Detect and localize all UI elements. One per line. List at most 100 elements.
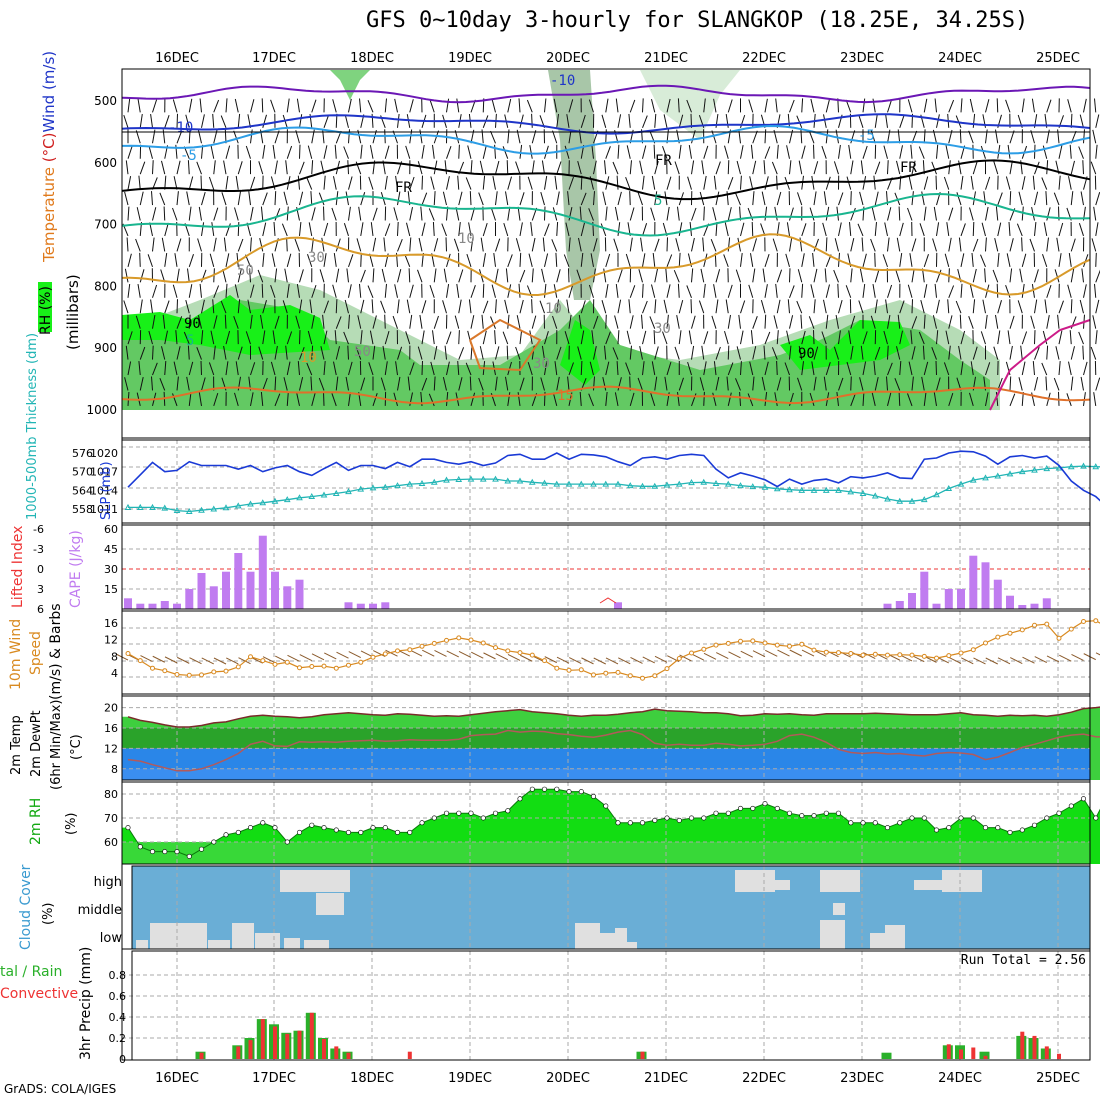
thickness-marker <box>871 492 879 499</box>
wind-barb <box>1044 299 1048 314</box>
rh-marker <box>774 805 780 811</box>
wind-barb <box>212 299 215 314</box>
wind-barb <box>519 377 525 391</box>
convective-precip-bar <box>285 1033 290 1059</box>
wind-barb <box>152 99 158 113</box>
cloud-block <box>304 940 329 949</box>
wind-barb <box>614 392 619 407</box>
thickness-marker <box>639 482 646 489</box>
wind-barb <box>666 314 669 329</box>
wind-barb <box>331 207 337 221</box>
wind-barb <box>223 345 227 360</box>
thickness-marker <box>320 491 328 498</box>
rh-marker <box>970 815 976 821</box>
wind-speed-marker <box>627 673 633 679</box>
wind-barb <box>1009 160 1013 175</box>
wind-speed-marker <box>725 640 731 646</box>
wind-barb <box>159 192 166 206</box>
wind-barb <box>825 284 830 298</box>
wind-barb <box>836 206 839 221</box>
wind-barb <box>602 376 607 391</box>
wind-barb <box>225 283 228 298</box>
wind-barb <box>250 392 254 407</box>
wind-barb <box>577 160 582 175</box>
wind-barb <box>776 269 783 283</box>
wind-barb <box>762 268 766 283</box>
wind-barb <box>1069 144 1072 159</box>
wind-speed-marker <box>909 652 915 658</box>
wind-barb <box>397 239 403 252</box>
wind-barb <box>801 223 807 237</box>
cloud-block <box>575 923 600 949</box>
wind-barb <box>972 113 976 128</box>
wind-speed-marker <box>1007 630 1013 636</box>
wind-barb <box>236 252 239 267</box>
wind-barb <box>395 175 398 190</box>
wind-barb <box>284 268 288 283</box>
wind-barb <box>335 268 340 283</box>
wind-barb <box>176 191 179 206</box>
wind-barb <box>417 161 423 175</box>
wind-barb <box>196 347 202 360</box>
wind-barb <box>579 391 582 406</box>
rh-upper-region <box>548 70 600 300</box>
pressure-tick-label: 900 <box>94 341 117 355</box>
wind-barb <box>176 346 181 360</box>
wind-barb <box>850 237 855 252</box>
wind-barb <box>750 330 754 345</box>
wind-barb <box>323 391 325 406</box>
wind-barb <box>519 222 523 237</box>
wind-barb <box>1095 222 1099 237</box>
wind-barb <box>948 160 951 175</box>
wind-barb <box>234 98 239 113</box>
wind-barb <box>850 376 852 391</box>
wind-barb <box>605 361 610 376</box>
rh-marker <box>652 817 658 823</box>
wind-speed-marker <box>174 672 180 677</box>
thickness-marker <box>933 491 940 498</box>
wind-barb <box>286 283 290 298</box>
wind-barb <box>397 346 403 360</box>
wind-barb <box>494 330 496 345</box>
wind-barb <box>628 113 631 128</box>
wind-barb <box>552 130 558 144</box>
wind-barb <box>936 330 939 345</box>
wind-barb <box>490 207 496 221</box>
wind-barb <box>135 315 141 329</box>
wind-speed-marker <box>836 650 841 656</box>
wind-barb <box>899 330 903 345</box>
wind-barb <box>764 146 771 159</box>
wind-barb <box>518 283 521 298</box>
wind-barb <box>174 253 178 267</box>
wind-barb <box>505 268 509 283</box>
temp-contour-minus5 <box>121 124 1091 155</box>
wind-tick-label: 16 <box>104 617 118 630</box>
wind-barb <box>824 268 827 283</box>
wind-barb <box>676 315 680 329</box>
wind-barb <box>360 192 366 206</box>
wind-barb <box>544 331 549 345</box>
wind-barb <box>724 330 729 345</box>
thickness-marker <box>982 474 989 481</box>
wind-speed-marker <box>1081 619 1086 624</box>
rh-marker <box>639 820 645 826</box>
rh-marker <box>762 801 768 807</box>
thickness-marker <box>626 482 634 489</box>
wind-barb <box>311 160 314 175</box>
wind-barb <box>593 238 598 252</box>
rh-marker <box>260 820 266 826</box>
wind-barb <box>495 238 501 252</box>
thickness-marker <box>675 480 683 487</box>
thickness-marker <box>124 503 132 510</box>
wind-barb <box>588 99 594 113</box>
thickness-marker <box>688 479 695 486</box>
wind-barb <box>837 283 839 298</box>
wind-barb <box>723 254 729 268</box>
wind-barb <box>764 361 769 376</box>
wind-barb <box>625 253 631 268</box>
wind-barb <box>286 98 290 113</box>
convective-precip-bar <box>322 1039 326 1059</box>
wind-barb <box>1083 254 1089 268</box>
surface-wind-barb <box>740 650 753 658</box>
thickness-marker <box>308 493 316 500</box>
